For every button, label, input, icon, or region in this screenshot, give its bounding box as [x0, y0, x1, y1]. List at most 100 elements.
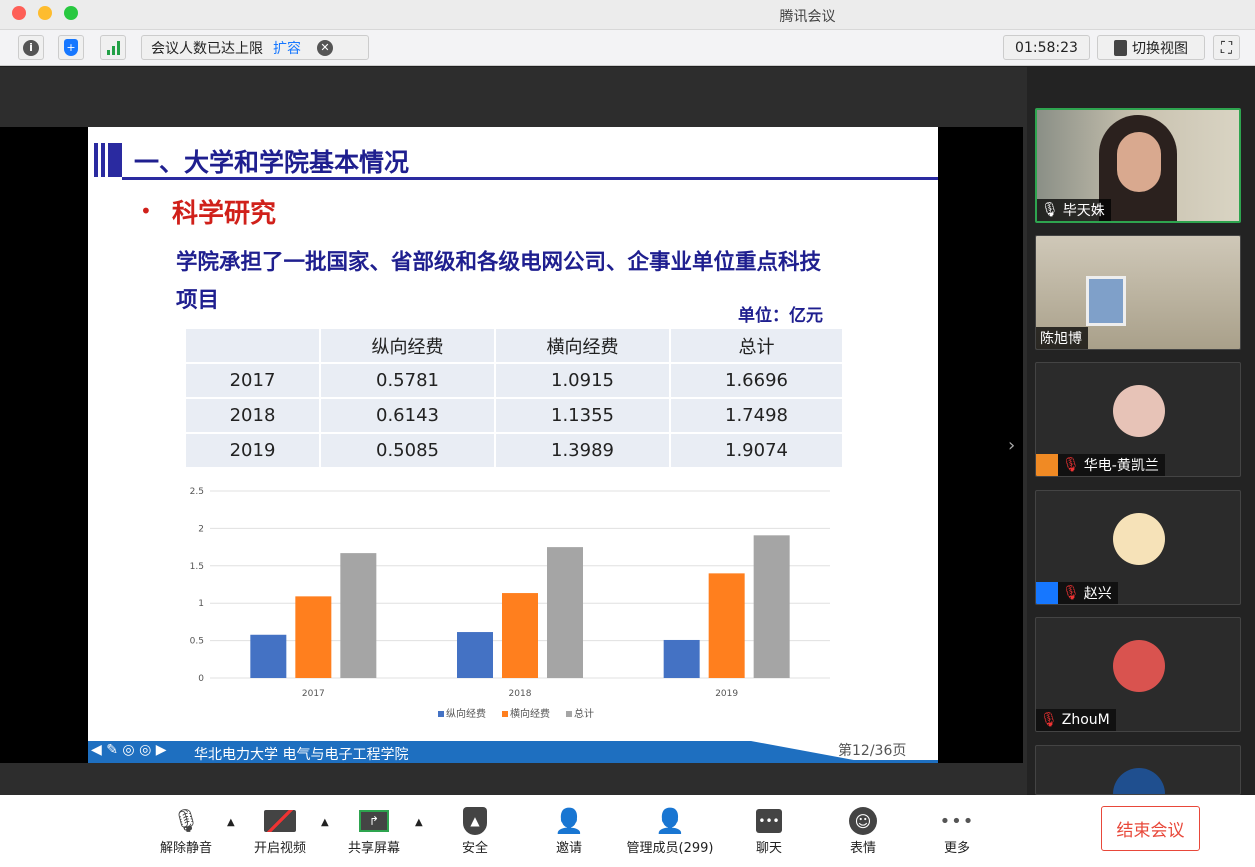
muted-mic-icon: 🎙: [1062, 457, 1080, 473]
participant-name: 赵兴: [1083, 586, 1112, 602]
security-label: 安全: [461, 841, 488, 856]
slide-nav-icons[interactable]: ◀ ✎ ◎ ◎ ▶: [91, 742, 167, 758]
y-tick-label: 2.5: [190, 487, 204, 497]
legend-swatch: [566, 711, 572, 717]
participant-tile[interactable]: [1035, 745, 1241, 795]
window-title: 腾讯会议: [779, 9, 836, 25]
slide-footer-line: [88, 760, 938, 763]
unmute-label: 解除静音: [159, 841, 212, 856]
table-header: 横向经费: [496, 329, 669, 362]
participant-tile[interactable]: 🎙 华电-黄凯兰: [1035, 362, 1241, 477]
table-header: [186, 329, 319, 362]
participant-name-tag: 🎙 ZhouM: [1036, 709, 1116, 731]
table-header-row: 纵向经费 横向经费 总计: [186, 329, 842, 362]
bottom-toolbar: 🎙 解除静音 ▲ 开启视频 ▲ ↱ 共享屏幕 ▲ ▲ 安全 👤 邀请 👤 管理成员(299…: [0, 795, 1255, 867]
close-window-button[interactable]: [12, 6, 26, 20]
user-icon: [1036, 454, 1058, 476]
security-shield-button[interactable]: +: [58, 35, 84, 60]
participant-name: 毕天姝: [1062, 203, 1105, 219]
fullscreen-icon: ⛶: [1220, 37, 1233, 57]
y-tick-label: 2: [198, 524, 204, 534]
participant-name-tag: 陈旭博: [1036, 327, 1088, 349]
bullet-heading: 科学研究: [172, 199, 277, 229]
network-signal-button[interactable]: [100, 35, 126, 60]
table-cell: 0.5085: [321, 434, 494, 467]
more-label: 更多: [943, 841, 970, 856]
slide-title-marker: [94, 143, 122, 177]
microphone-icon: 🎙: [1041, 202, 1059, 218]
expand-link[interactable]: 扩容: [273, 40, 301, 57]
chat-label: 聊天: [755, 841, 782, 856]
switch-view-icon: [1114, 39, 1127, 56]
participant-tile[interactable]: 🎙 赵兴: [1035, 490, 1241, 605]
slide-footer-bar: [88, 741, 870, 763]
more-button[interactable]: ••• 更多: [917, 805, 997, 857]
security-button[interactable]: ▲ 安全: [435, 805, 515, 856]
slide-page-number: 第12/36页: [838, 743, 907, 759]
switch-view-label: 切换视图: [1132, 40, 1188, 57]
legend-label: 横向经费: [510, 707, 550, 720]
muted-mic-icon: 🎙: [172, 808, 200, 834]
funding-bar-chart: 0 0.5 1 1.5 2 2.5 2017 2018 2019 纵向经费 横向经费 总计: [190, 487, 830, 720]
maximize-window-button[interactable]: [64, 6, 78, 20]
table-row: 2017 0.5781 1.0915 1.6696: [186, 364, 842, 397]
avatar: [1113, 768, 1165, 794]
table-cell: 0.5781: [321, 364, 494, 397]
participant-name: ZhouM: [1061, 712, 1110, 728]
table-header: 纵向经费: [321, 329, 494, 362]
start-video-button[interactable]: 开启视频: [240, 805, 320, 856]
participant-name: 华电-黄凯兰: [1083, 458, 1159, 474]
share-screen-button[interactable]: ↱ 共享屏幕: [334, 805, 414, 856]
muted-mic-icon: 🎙: [1040, 712, 1058, 728]
slide-text-1: 学院承担了一批国家、省部级和各级电网公司、企事业单位重点科技: [176, 250, 822, 275]
reactions-button[interactable]: ☺ 表情: [823, 805, 903, 856]
invite-button[interactable]: 👤 邀请: [529, 805, 609, 856]
participant-tile[interactable]: 🎙 ZhouM: [1035, 617, 1241, 732]
participant-name-tag: 🎙 华电-黄凯兰: [1036, 454, 1165, 476]
bar-总计: [547, 547, 583, 678]
minimize-window-button[interactable]: [38, 6, 52, 20]
participant-name-tag: 🎙 毕天姝: [1037, 199, 1111, 221]
share-options-caret[interactable]: ▲: [415, 817, 423, 828]
unit-label: 单位：亿元: [738, 306, 823, 326]
participant-tile[interactable]: 🎙 毕天姝: [1035, 108, 1241, 223]
bar-纵向经费: [663, 639, 700, 678]
bar-横向经费: [708, 573, 745, 678]
next-page-arrow[interactable]: ›: [1008, 435, 1016, 456]
table-cell: 1.3989: [496, 434, 669, 467]
avatar: [1113, 385, 1165, 437]
end-meeting-button[interactable]: 结束会议: [1101, 806, 1200, 851]
table-header: 总计: [671, 329, 842, 362]
legend-swatch: [438, 711, 444, 717]
user-icon: [1036, 582, 1058, 604]
avatar: [1113, 640, 1165, 692]
bar-总计: [340, 553, 377, 678]
legend-label: 总计: [574, 707, 594, 720]
y-tick-label: 1.5: [190, 562, 204, 572]
y-tick-label: 1: [198, 599, 204, 609]
manage-members-label: 管理成员(299): [626, 841, 714, 856]
close-icon[interactable]: ✕: [317, 39, 333, 56]
top-toolbar: i + 会议人数已达上限 扩容 ✕ 01:58:23 切换视图 ⛶: [0, 30, 1255, 66]
invite-label: 邀请: [555, 841, 582, 856]
shared-screen-area: 一、大学和学院基本情况 • 科学研究 学院承担了一批国家、省部级和各级电网公司、…: [0, 67, 1027, 795]
fullscreen-button[interactable]: ⛶: [1213, 35, 1240, 60]
info-icon: i: [23, 39, 39, 56]
table-cell: 1.6696: [671, 364, 842, 397]
table-cell: 1.7498: [671, 399, 842, 432]
participant-tile[interactable]: 陈旭博: [1035, 235, 1241, 350]
switch-view-button[interactable]: 切换视图: [1097, 35, 1205, 60]
info-button[interactable]: i: [18, 35, 44, 60]
audio-options-caret[interactable]: ▲: [227, 817, 235, 828]
table-cell: 2018: [186, 399, 319, 432]
manage-members-button[interactable]: 👤 管理成员(299): [620, 805, 720, 856]
y-tick-label: 0: [198, 674, 204, 684]
chat-icon: •••: [756, 809, 782, 833]
reactions-label: 表情: [849, 841, 876, 856]
video-options-caret[interactable]: ▲: [321, 817, 329, 828]
unmute-button[interactable]: 🎙 解除静音: [146, 805, 226, 857]
table-cell: 0.6143: [321, 399, 494, 432]
start-video-label: 开启视频: [253, 841, 306, 856]
table-row: 2019 0.5085 1.3989 1.9074: [186, 434, 842, 467]
chat-button[interactable]: ••• 聊天: [729, 805, 809, 856]
